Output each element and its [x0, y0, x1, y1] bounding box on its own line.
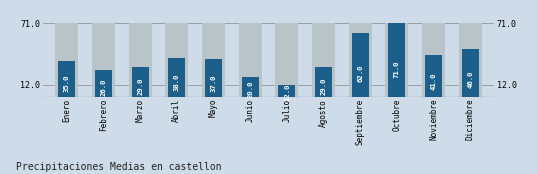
Bar	[165, 23, 188, 97]
Bar	[55, 23, 78, 97]
Text: 20.0: 20.0	[247, 81, 253, 98]
Bar	[422, 23, 445, 97]
Bar	[92, 23, 115, 97]
Text: 41.0: 41.0	[431, 72, 437, 90]
Bar	[386, 23, 409, 97]
Text: 29.0: 29.0	[137, 77, 143, 95]
Bar	[275, 23, 299, 97]
Bar	[459, 23, 482, 97]
Bar	[202, 23, 225, 97]
Bar	[95, 70, 112, 97]
Bar	[349, 23, 372, 97]
Bar	[128, 23, 151, 97]
Text: Precipitaciones Medias en castellon: Precipitaciones Medias en castellon	[16, 162, 222, 172]
Text: 38.0: 38.0	[174, 74, 180, 91]
Text: 62.0: 62.0	[357, 64, 363, 82]
Bar	[312, 23, 335, 97]
Text: 29.0: 29.0	[321, 77, 326, 95]
Bar	[132, 67, 149, 97]
Text: 71.0: 71.0	[394, 61, 400, 78]
Bar	[462, 49, 479, 97]
Text: 26.0: 26.0	[100, 78, 106, 96]
Text: 46.0: 46.0	[467, 70, 473, 88]
Bar	[168, 58, 185, 97]
Bar	[278, 85, 295, 97]
Bar	[425, 55, 442, 97]
Bar	[352, 33, 369, 97]
Text: 37.0: 37.0	[211, 74, 216, 92]
Bar	[315, 67, 332, 97]
Text: 12.0: 12.0	[284, 84, 290, 101]
Bar	[242, 77, 259, 97]
Bar	[388, 23, 405, 97]
Text: 35.0: 35.0	[64, 75, 70, 92]
Bar	[205, 59, 222, 97]
Bar	[238, 23, 262, 97]
Bar	[58, 61, 75, 97]
